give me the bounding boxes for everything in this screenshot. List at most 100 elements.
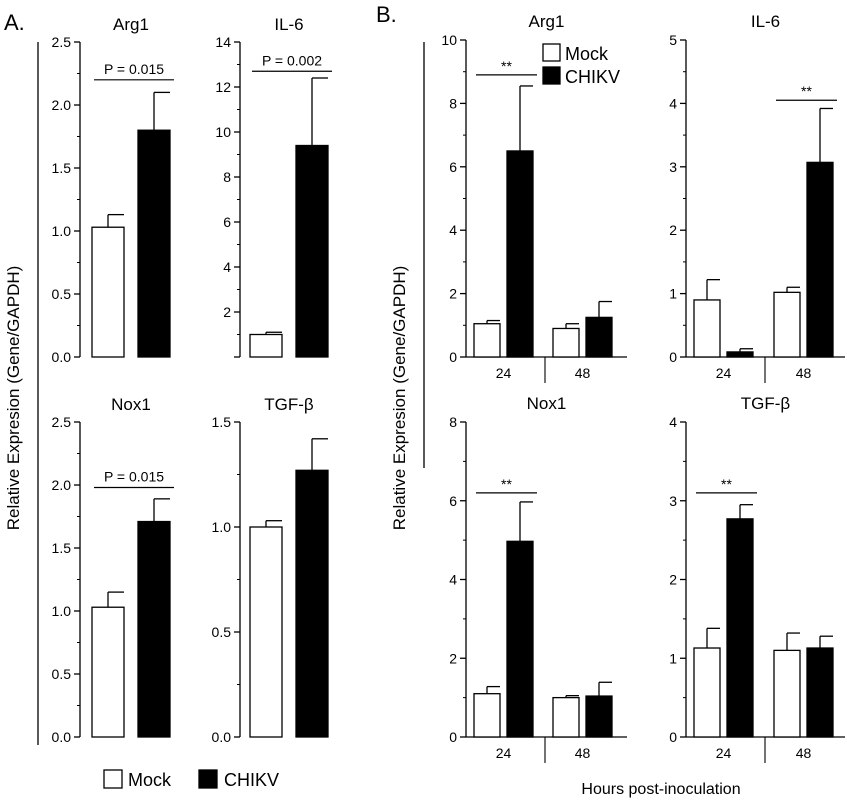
legend-a-chikv-label: CHIKV (224, 770, 279, 790)
legend-b-chikv-label: CHIKV (565, 67, 620, 87)
y-tick-label: 2 (669, 222, 677, 238)
mock-bar (91, 606, 125, 738)
y-tick-label: 6 (449, 159, 457, 175)
panel-b-label: B. (376, 2, 397, 27)
y-tick-label: 0 (669, 729, 677, 745)
y-tick-label: 2.0 (52, 477, 72, 493)
y-tick-label: 0.0 (212, 729, 232, 745)
mock-48-bar (773, 291, 801, 358)
y-tick-label: 8 (449, 95, 457, 111)
y-tick-label: 10 (215, 124, 231, 140)
chikv-bar (295, 469, 329, 738)
legend-b-mock-label: Mock (565, 44, 609, 64)
chart-a-tgfb: 0.0 0.5 1.0 1.5 TGF-β (212, 395, 329, 745)
mock-24-bar (473, 323, 501, 358)
y-tick-label: 0.5 (52, 666, 72, 682)
y-tick-label: 4 (669, 95, 677, 111)
chikv-bar (137, 520, 171, 738)
panel-title: TGF-β (741, 394, 791, 413)
y-tick-label: 1.0 (212, 519, 232, 535)
y-tick-label: 10 (441, 32, 457, 48)
panel-title: Nox1 (527, 394, 567, 413)
chart-a-arg1: 0.0 0.5 1.0 1.5 2.0 2.5 Arg1 P = 0.015 (52, 15, 174, 365)
mock-bar (249, 333, 283, 358)
x-tick-label: 24 (716, 745, 732, 761)
chikv-48-bar (585, 316, 613, 358)
panel-title: TGF-β (264, 395, 314, 414)
y-tick-label: 2.5 (52, 34, 72, 50)
panel-title: IL-6 (751, 12, 780, 31)
panel-title: Arg1 (113, 15, 149, 34)
y-tick-label: 2 (669, 572, 677, 588)
significance-label: P = 0.015 (104, 469, 164, 485)
x-axis-label-b: Hours post-inoculation (581, 781, 740, 798)
y-tick-label: 3 (669, 493, 677, 509)
legend-b: Mock CHIKV (542, 43, 620, 87)
y-tick-label: 0 (449, 349, 457, 365)
y-tick-label: 1.0 (52, 223, 72, 239)
y-tick-label: 1.0 (52, 603, 72, 619)
chikv-bar (295, 144, 329, 358)
mock-24-bar (473, 693, 501, 738)
chart-a-nox1: 0.0 0.5 1.0 1.5 2.0 2.5 Nox1 P = 0.015 (52, 395, 174, 745)
legend-b-chikv-swatch (542, 66, 561, 85)
y-axis-label-a: Relative Expresion (Gene/GAPDH) (4, 266, 23, 531)
y-tick-label: 0.0 (52, 349, 72, 365)
y-tick-label: 2 (449, 650, 457, 666)
mock-bar (91, 226, 125, 358)
panel-title: Arg1 (529, 12, 565, 31)
chart-b-il6: 0 1 2 3 4 5 IL-6 24 48 ** (669, 12, 845, 383)
y-tick-label: 1 (669, 650, 677, 666)
legend-a-mock-swatch (103, 769, 123, 789)
chikv-24-bar (726, 518, 754, 738)
legend-b-mock-swatch (542, 43, 561, 62)
significance-label: ** (721, 476, 732, 492)
y-tick-label: 14 (215, 34, 231, 50)
y-tick-label: 2.5 (52, 414, 72, 430)
legend-a: Mock CHIKV (103, 769, 279, 790)
chikv-24-bar (506, 540, 534, 738)
chart-a-il6: 2 4 6 8 10 12 14 IL-6 P = 0.002 (215, 15, 332, 358)
y-tick-label: 3 (669, 159, 677, 175)
chikv-bar (137, 129, 171, 358)
chikv-24-bar (506, 150, 534, 358)
chikv-48-bar (806, 647, 834, 738)
x-tick-label: 24 (496, 745, 512, 761)
y-tick-label: 4 (223, 259, 231, 275)
y-tick-label: 5 (669, 32, 677, 48)
significance-label: ** (801, 83, 812, 99)
chart-b-tgfb: 0 1 2 3 4 TGF-β 24 48 ** (669, 394, 845, 763)
y-tick-label: 12 (215, 79, 231, 95)
mock-bar (249, 526, 283, 738)
panel-title: Nox1 (111, 395, 151, 414)
y-tick-label: 1 (669, 286, 677, 302)
x-tick-label: 48 (796, 365, 812, 381)
panel-a-label: A. (4, 10, 25, 35)
x-tick-label: 48 (575, 745, 591, 761)
y-tick-label: 1.5 (212, 414, 232, 430)
y-tick-label: 4 (449, 222, 457, 238)
legend-a-mock-label: Mock (128, 770, 172, 790)
chikv-48-bar (585, 695, 613, 738)
y-tick-label: 0 (449, 729, 457, 745)
significance-label: P = 0.002 (262, 52, 322, 68)
y-tick-label: 6 (449, 493, 457, 509)
y-tick-label: 0 (669, 349, 677, 365)
mock-24-bar (693, 647, 721, 738)
y-tick-label: 4 (669, 414, 677, 430)
y-tick-label: 0.5 (52, 286, 72, 302)
x-tick-label: 24 (716, 365, 732, 381)
y-tick-label: 6 (223, 214, 231, 230)
y-tick-label: 2 (449, 286, 457, 302)
y-tick-label: 0.5 (212, 624, 232, 640)
y-axis-label-b: Relative Expresion (Gene/GAPDH) (390, 266, 409, 531)
mock-24-bar (693, 299, 721, 358)
significance-label: P = 0.015 (104, 61, 164, 77)
y-tick-label: 4 (449, 572, 457, 588)
y-tick-label: 0.0 (52, 729, 72, 745)
legend-a-chikv-swatch (198, 769, 218, 789)
